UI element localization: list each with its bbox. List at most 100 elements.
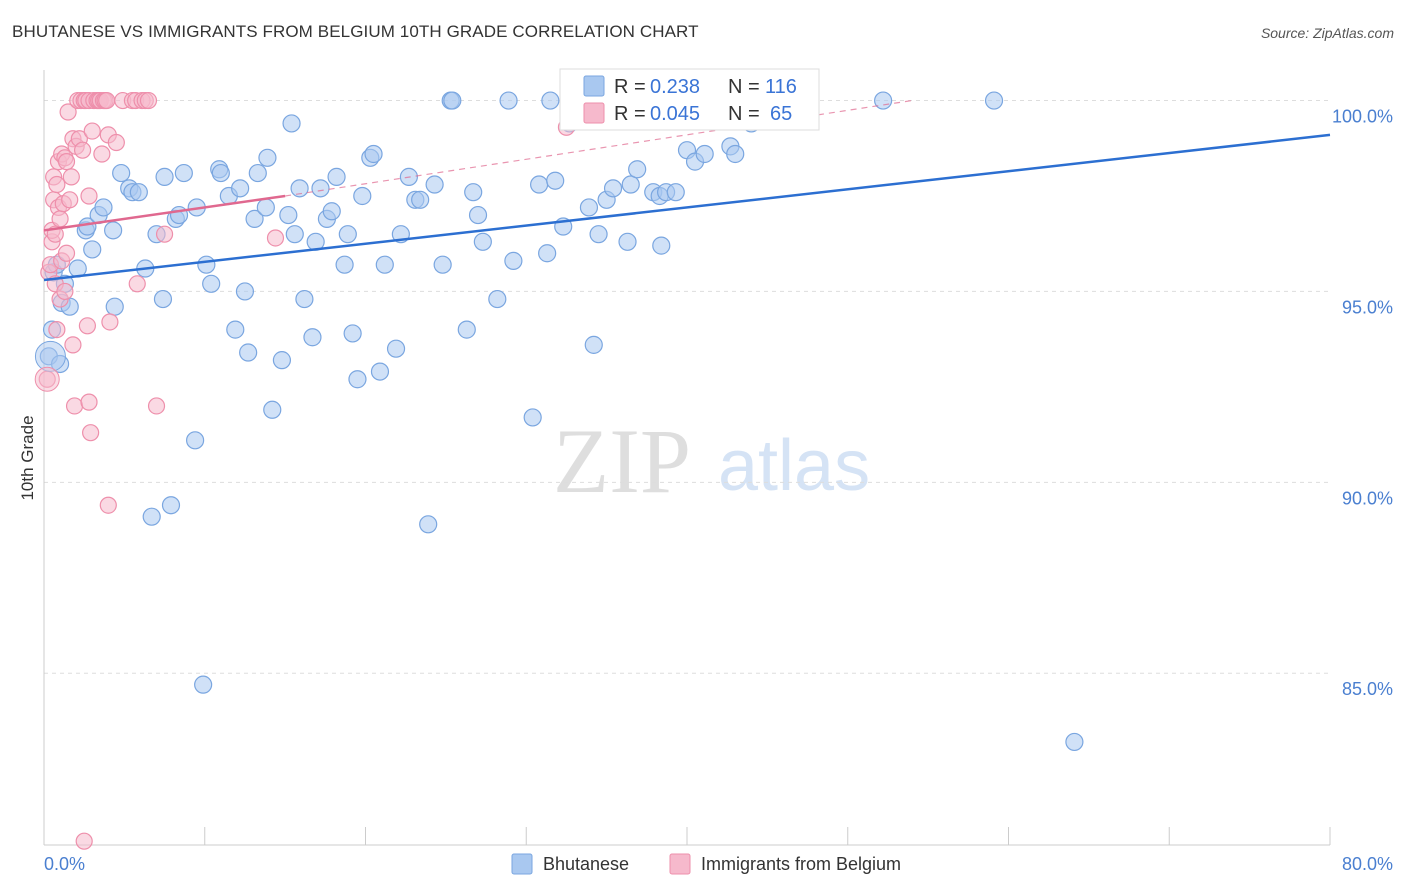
stats-n-value-bhutanese: 116 <box>765 76 797 98</box>
point-belgium <box>59 103 77 121</box>
point-bhutanese <box>94 198 113 217</box>
point-belgium <box>80 393 98 411</box>
point-bhutanese <box>129 183 148 202</box>
point-bhutanese <box>322 202 341 221</box>
point-belgium <box>75 832 93 850</box>
point-belgium <box>147 397 166 415</box>
trend-line-bhutanese <box>43 133 1331 282</box>
stats-box: R = 0.238 N = 116 R = 0.045 N = 65 <box>559 68 820 131</box>
stats-swatch-belgium <box>583 102 605 124</box>
point-bhutanese <box>579 198 599 217</box>
point-belgium <box>83 122 101 140</box>
point-bhutanese <box>666 183 685 202</box>
point-belgium <box>93 145 111 163</box>
point-belgium <box>73 141 92 159</box>
data-points <box>34 91 1084 850</box>
point-bhutanese <box>34 340 66 372</box>
point-bhutanese <box>248 163 267 183</box>
watermark-atlas: atlas <box>718 426 870 506</box>
point-bhutanese <box>695 144 714 164</box>
point-belgium <box>107 133 125 152</box>
point-bhutanese <box>464 183 483 202</box>
point-bhutanese <box>104 221 123 240</box>
point-bhutanese <box>618 232 637 251</box>
x-tick-label-min: 0.0% <box>44 854 85 874</box>
point-bhutanese <box>425 175 444 194</box>
point-belgium <box>48 321 66 339</box>
stats-n-label-2: N = <box>728 103 760 125</box>
legend-swatch-bhutanese <box>511 853 533 875</box>
point-bhutanese <box>504 251 523 270</box>
stats-r-label-1: R = <box>614 76 646 98</box>
point-bhutanese <box>603 179 623 198</box>
point-bhutanese <box>112 163 131 183</box>
point-bhutanese <box>584 335 603 354</box>
point-bhutanese <box>285 225 304 244</box>
point-belgium <box>101 313 119 331</box>
point-bhutanese <box>239 343 258 362</box>
stats-r-value-bhutanese: 0.238 <box>650 76 700 98</box>
stats-n-value-belgium: 65 <box>770 103 792 125</box>
y-tick-label: 95.0% <box>1342 297 1393 317</box>
point-bhutanese <box>335 255 354 274</box>
point-belgium <box>80 187 98 205</box>
stats-r-label-2: R = <box>614 103 646 125</box>
point-bhutanese <box>364 144 383 164</box>
point-bhutanese <box>279 205 298 225</box>
y-tick-label: 90.0% <box>1342 488 1393 508</box>
point-bhutanese <box>245 209 264 228</box>
point-bhutanese <box>155 167 174 186</box>
point-bhutanese <box>411 190 430 209</box>
point-belgium <box>78 317 97 335</box>
watermark-zip: ZIP <box>553 410 691 512</box>
point-bhutanese <box>282 114 301 133</box>
point-belgium <box>57 244 76 262</box>
point-bhutanese <box>303 328 322 347</box>
point-belgium <box>61 191 79 209</box>
point-bhutanese <box>290 179 309 198</box>
x-tick-label-max: 80.0% <box>1342 854 1393 874</box>
point-belgium <box>64 336 82 354</box>
point-belgium <box>62 168 80 186</box>
point-bhutanese <box>174 163 193 183</box>
point-belgium <box>266 229 285 247</box>
point-bhutanese <box>353 186 372 206</box>
point-belgium <box>139 91 158 110</box>
point-bhutanese <box>153 289 173 309</box>
point-bhutanese <box>186 431 205 450</box>
point-bhutanese <box>83 240 102 259</box>
point-belgium <box>48 175 66 194</box>
point-bhutanese <box>343 324 362 343</box>
point-belgium <box>98 91 116 110</box>
point-bhutanese <box>211 163 230 183</box>
point-bhutanese <box>348 370 367 389</box>
point-bhutanese <box>726 144 745 164</box>
point-bhutanese <box>142 507 161 526</box>
point-bhutanese <box>628 160 647 179</box>
point-bhutanese <box>105 297 124 316</box>
point-bhutanese <box>473 232 492 251</box>
source-label: Source: ZipAtlas.com <box>1260 25 1394 41</box>
point-bhutanese <box>488 289 507 309</box>
point-belgium <box>51 210 69 228</box>
y-axis-title: 10th Grade <box>18 415 37 500</box>
legend: Bhutanese Immigrants from Belgium <box>511 853 901 875</box>
point-belgium <box>57 153 76 171</box>
point-bhutanese <box>984 91 1004 110</box>
point-bhutanese <box>538 244 557 263</box>
y-tick-label: 85.0% <box>1342 679 1393 699</box>
point-bhutanese <box>621 175 640 194</box>
point-bhutanese <box>468 205 488 225</box>
point-bhutanese <box>375 255 394 274</box>
point-bhutanese <box>272 351 292 370</box>
stats-r-value-belgium: 0.045 <box>650 103 700 125</box>
legend-label-bhutanese: Bhutanese <box>543 854 629 874</box>
point-bhutanese <box>652 236 671 255</box>
axes: 85.0% 90.0% 95.0% 100.0% 0.0% 80.0% <box>43 70 1393 874</box>
point-bhutanese <box>546 171 565 190</box>
point-bhutanese <box>443 91 462 110</box>
point-bhutanese <box>263 400 282 419</box>
point-bhutanese <box>499 91 518 110</box>
point-bhutanese <box>161 496 181 515</box>
legend-swatch-belgium <box>669 853 691 875</box>
